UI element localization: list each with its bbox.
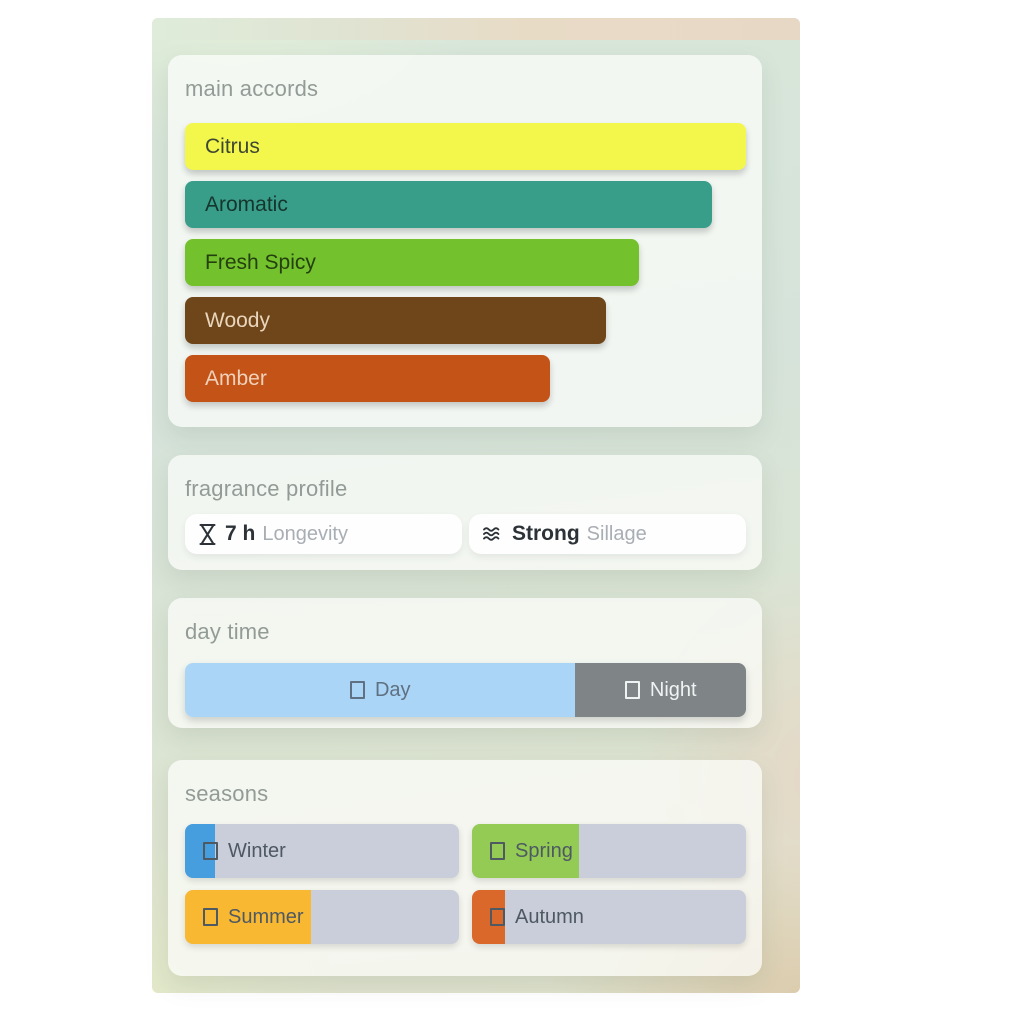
accord-bar-woody: Woody	[185, 297, 606, 344]
season-fill	[472, 890, 505, 944]
tofu-icon	[203, 842, 218, 860]
tofu-icon	[349, 681, 365, 699]
longevity-value: 7 h	[225, 522, 256, 545]
accord-bar-amber: Amber	[185, 355, 550, 402]
fragrance-profile-card: fragrance profile 7 h Longevity Strong S…	[168, 455, 762, 570]
day-time-card: day time Day Night	[168, 598, 762, 728]
main-accords-card: main accords Citrus Aromatic Fresh Spicy…	[168, 55, 762, 427]
season-bar-summer[interactable]: Summer	[185, 890, 459, 944]
day-label: Day	[374, 678, 411, 701]
longevity-label: Longevity	[262, 522, 348, 545]
hourglass-icon	[199, 523, 216, 545]
accord-list: Citrus Aromatic Fresh Spicy Woody Amber	[185, 123, 746, 402]
season-fill	[185, 824, 216, 878]
longevity-pill: 7 h Longevity	[185, 514, 462, 554]
season-label: Winter	[185, 824, 459, 878]
season-grid: Winter Spring Summer	[185, 824, 746, 944]
season-bar-winter[interactable]: Winter	[185, 824, 459, 878]
season-bar-spring[interactable]: Spring	[472, 824, 746, 878]
night-segment[interactable]: Night	[575, 663, 746, 717]
fragrance-profile-title: fragrance profile	[185, 476, 348, 501]
accord-bar-aromatic: Aromatic	[185, 181, 713, 228]
accord-bar-fresh-spicy: Fresh Spicy	[185, 239, 640, 286]
main-accords-title: main accords	[185, 76, 319, 101]
seasons-card: seasons Winter Spring Sum	[168, 760, 762, 976]
season-bar-autumn[interactable]: Autumn	[472, 890, 746, 944]
season-fill	[185, 890, 312, 944]
tofu-icon	[624, 681, 640, 699]
accord-label: Citrus	[205, 134, 260, 158]
tofu-icon	[490, 908, 505, 926]
season-label: Spring	[472, 824, 746, 878]
day-segment[interactable]: Day	[185, 663, 576, 717]
season-label: Autumn	[472, 890, 746, 944]
tofu-icon	[203, 908, 218, 926]
background-art-band	[152, 18, 800, 40]
night-label: Night	[649, 678, 697, 701]
season-fill	[472, 824, 579, 878]
accord-label: Amber	[205, 366, 267, 390]
fragrance-panel: main accords Citrus Aromatic Fresh Spicy…	[152, 18, 800, 993]
tofu-icon	[490, 842, 505, 860]
sillage-label: Sillage	[586, 522, 647, 545]
sillage-pill: Strong Sillage	[469, 514, 746, 554]
accord-label: Fresh Spicy	[205, 250, 316, 274]
accord-label: Aromatic	[205, 192, 288, 216]
season-label: Summer	[185, 890, 459, 944]
waves-icon	[483, 527, 500, 541]
seasons-title: seasons	[185, 781, 269, 806]
sillage-value: Strong	[512, 522, 580, 545]
accord-label: Woody	[205, 308, 270, 332]
profile-pill-row: 7 h Longevity Strong Sillage	[185, 514, 746, 554]
accord-bar-citrus: Citrus	[185, 123, 746, 170]
day-time-title: day time	[185, 619, 270, 644]
day-night-bar: Day Night	[185, 663, 746, 717]
